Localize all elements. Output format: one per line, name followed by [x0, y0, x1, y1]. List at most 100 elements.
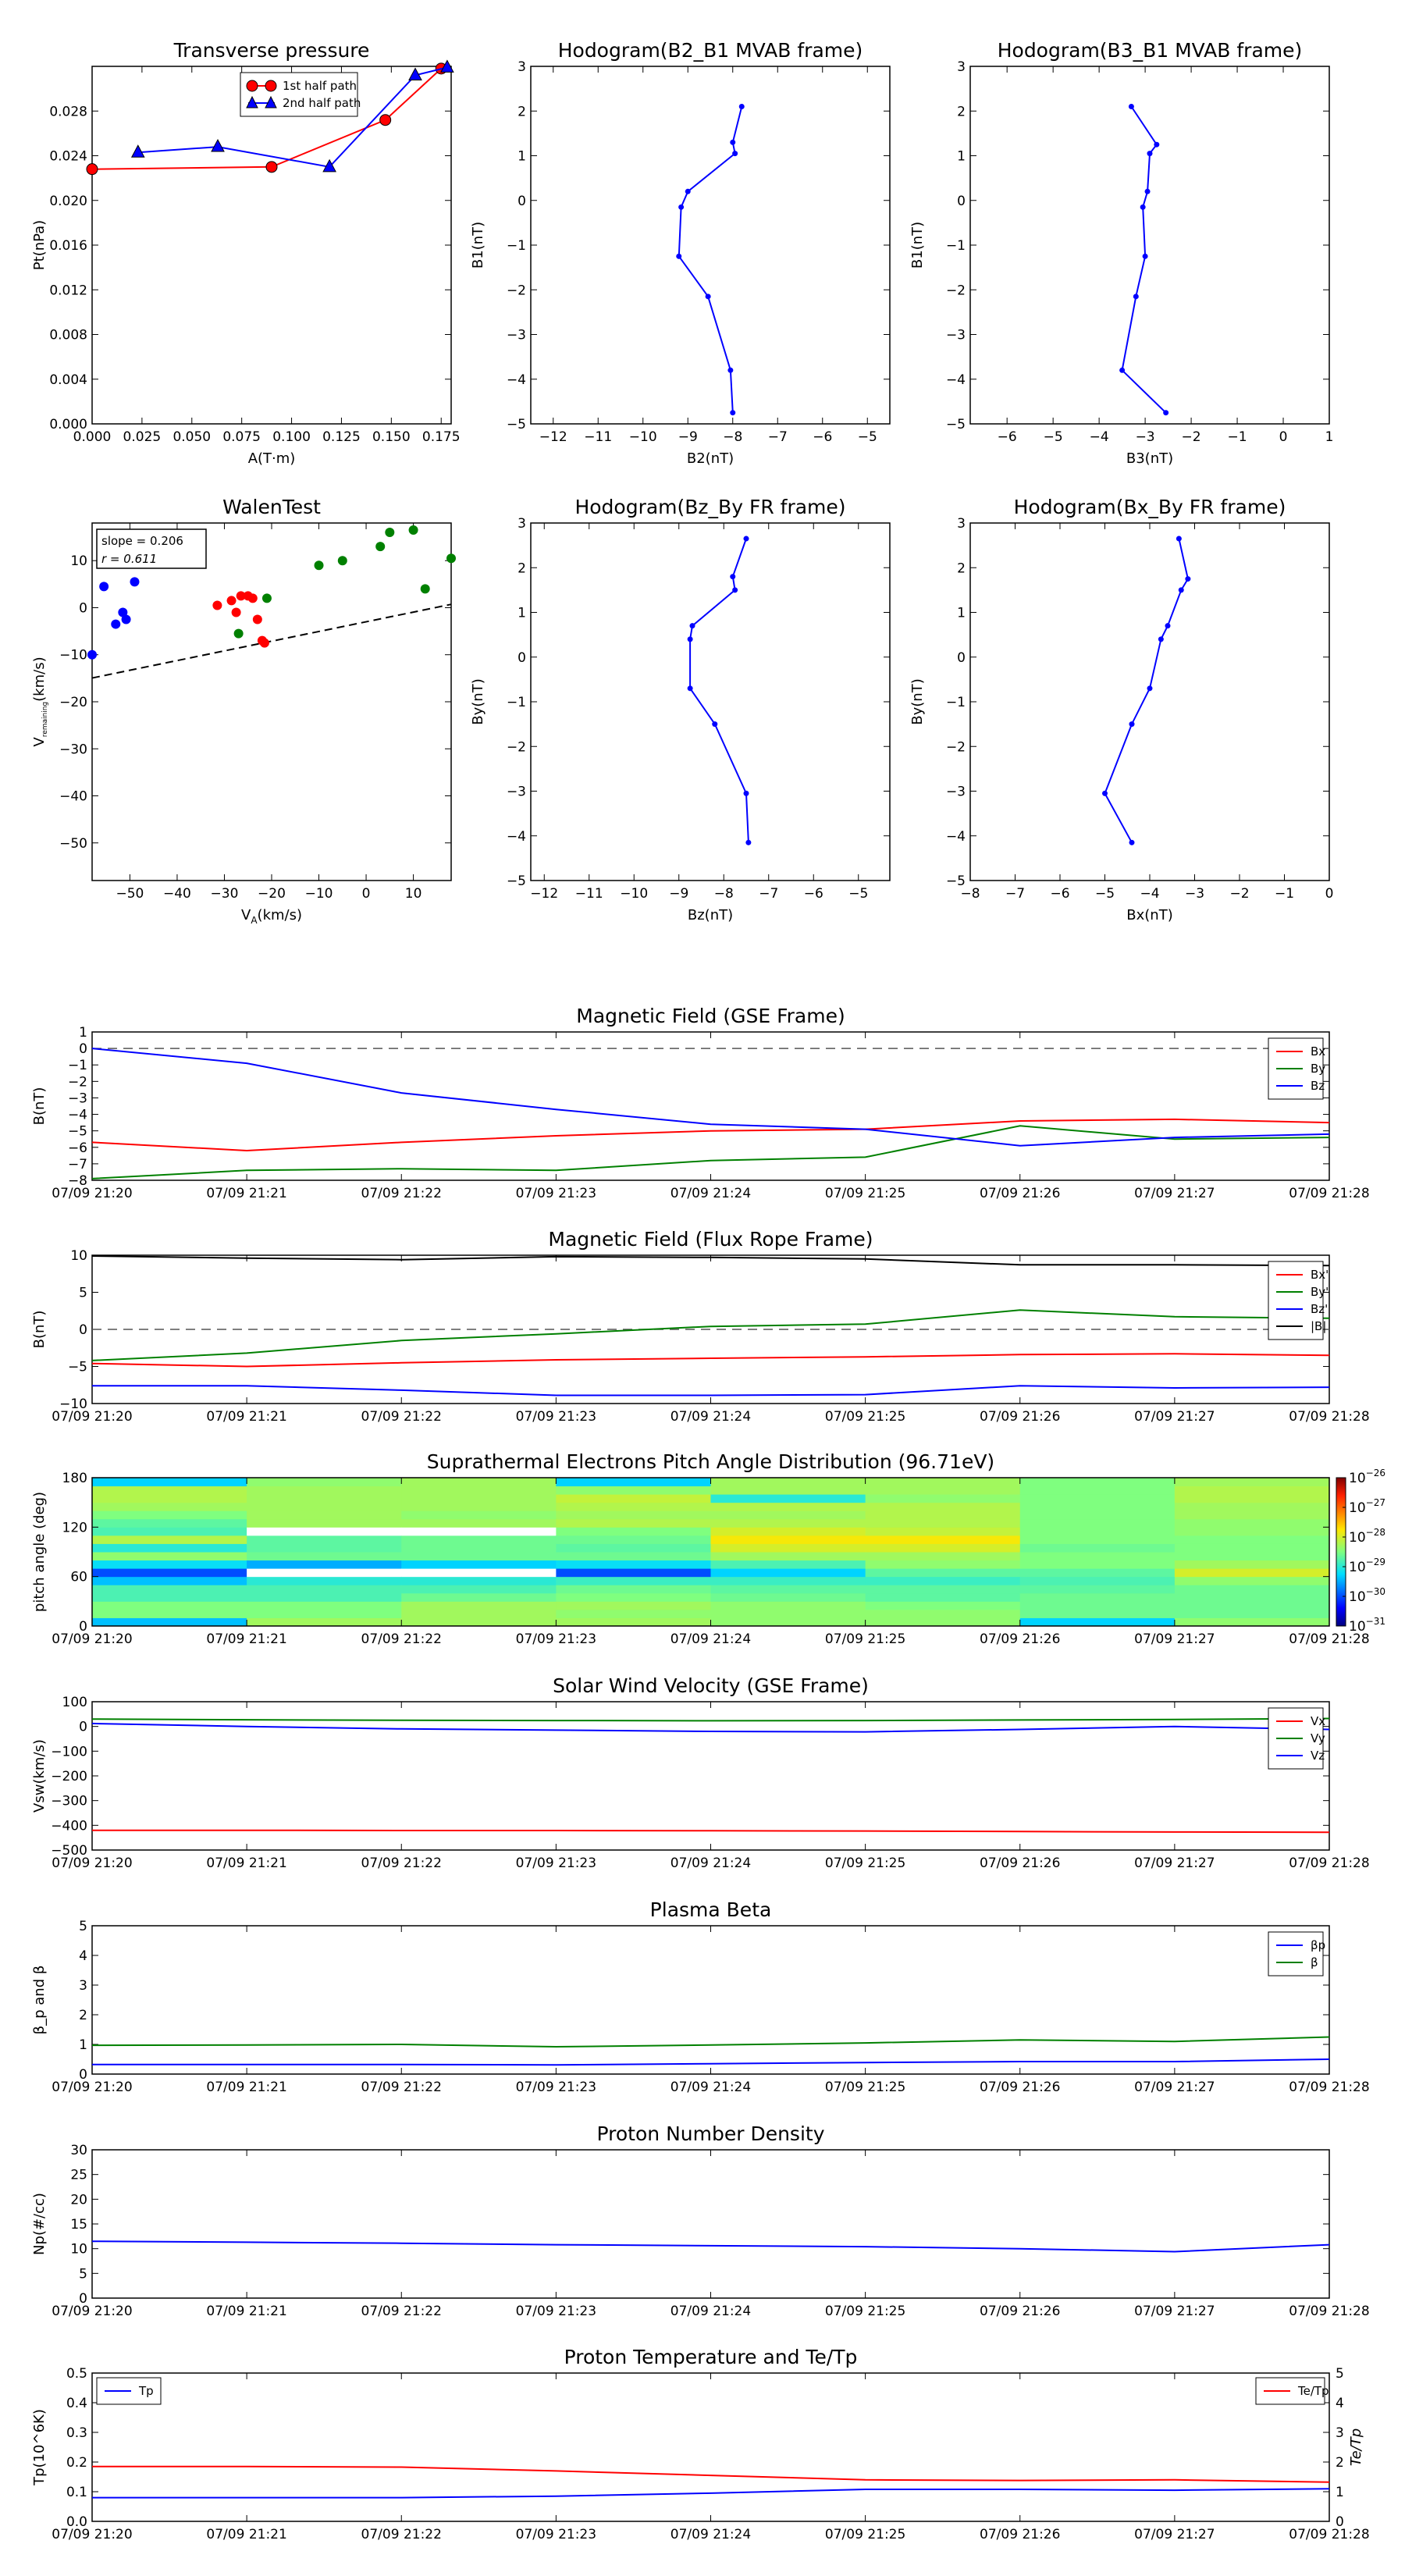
heat-cell — [1174, 1485, 1330, 1495]
x-axis-label: Bz(nT) — [688, 907, 733, 923]
plot-frame — [969, 522, 1330, 881]
plot-frame — [91, 2149, 1330, 2299]
heat-cell — [1019, 1518, 1176, 1528]
data-point — [121, 614, 131, 624]
heat-cell — [1019, 1601, 1176, 1610]
y-tick-label: 1 — [79, 1025, 87, 1041]
heat-cell — [92, 1478, 247, 1487]
heat-cell — [865, 1543, 1021, 1553]
heat-cell — [1174, 1552, 1330, 1561]
heat-cell — [1174, 1601, 1330, 1610]
chart-title: Transverse pressure — [173, 39, 370, 62]
heat-cell — [556, 1560, 711, 1569]
y2-tick-label: 5 — [1336, 2366, 1344, 2382]
heat-cell — [401, 1592, 557, 1602]
data-point — [111, 619, 121, 629]
x-tick-label: 07/09 21:21 — [206, 1856, 286, 1871]
y-tick-label: 60 — [70, 1570, 87, 1585]
y-tick-label: 0 — [79, 1041, 87, 1057]
heat-cell — [710, 1502, 866, 1511]
y-tick-label: −400 — [51, 1818, 87, 1834]
x-tick-label: −11 — [575, 886, 603, 902]
y-tick-label: 0.1 — [66, 2485, 87, 2500]
y-tick-label: −5 — [946, 417, 966, 432]
x-tick-label: 07/09 21:25 — [825, 1856, 905, 1871]
series-line — [92, 1829, 1330, 1834]
x-axis-label: B3(nT) — [1126, 450, 1173, 467]
y-tick-label: −4 — [507, 372, 526, 388]
heat-cell — [556, 1543, 711, 1553]
y-axis-label: Pt(nPa) — [31, 220, 48, 270]
y-tick-label: 20 — [70, 2192, 87, 2208]
y-tick-label: −500 — [51, 1843, 87, 1859]
chart-title: Magnetic Field (GSE Frame) — [576, 1005, 845, 1027]
x-tick-label: −7 — [1005, 886, 1025, 902]
heat-cell — [865, 1494, 1021, 1503]
heat-cell — [556, 1535, 711, 1544]
heat-cell — [710, 1527, 866, 1536]
x-tick-label: 0.050 — [173, 429, 211, 445]
y-tick-label: −3 — [946, 785, 966, 800]
colorbar-label: 10−30 — [1349, 1586, 1385, 1605]
heat-cell — [1019, 1494, 1176, 1503]
data-point — [732, 151, 738, 157]
colorbar-label: 10−26 — [1349, 1468, 1385, 1486]
x-tick-label: 07/09 21:21 — [206, 2527, 286, 2542]
x-tick-label: 07/09 21:24 — [670, 1631, 751, 1647]
x-tick-label: 07/09 21:25 — [825, 2080, 905, 2095]
heat-cell — [247, 1576, 402, 1585]
x-tick-label: −8 — [960, 886, 980, 902]
heat-cell — [556, 1609, 711, 1618]
heat-cell — [247, 1560, 402, 1569]
x-tick-label: 07/09 21:25 — [825, 1186, 905, 1201]
series-line — [91, 2240, 1330, 2253]
data-point — [730, 139, 736, 145]
y-tick-label: 10 — [70, 553, 87, 569]
x-axis-label: Bx(nT) — [1126, 907, 1172, 923]
x-tick-label: 07/09 21:20 — [52, 1631, 132, 1647]
heat-cell — [1019, 1609, 1176, 1618]
y-tick-label: 0 — [957, 194, 966, 209]
y-tick-label: 0 — [79, 2067, 87, 2083]
heat-cell — [92, 1617, 247, 1627]
data-point — [259, 638, 269, 648]
y-tick-label: 1 — [79, 2037, 87, 2053]
heat-cell — [1174, 1576, 1330, 1585]
heat-cell — [1019, 1485, 1176, 1495]
x-tick-label: 07/09 21:24 — [670, 2527, 751, 2542]
heat-cell — [247, 1527, 402, 1536]
data-point — [385, 528, 395, 538]
legend-label: Bx' — [1311, 1268, 1329, 1282]
x-tick-label: −1 — [1228, 429, 1247, 445]
y-tick-label: −5 — [507, 417, 526, 432]
heat-cell — [556, 1510, 711, 1520]
x-axis-label-sub: A — [251, 915, 258, 926]
heat-cell — [556, 1617, 711, 1627]
legend-label: |B| — [1311, 1319, 1326, 1333]
heat-cell — [92, 1609, 247, 1618]
plot-frame — [969, 66, 1330, 425]
x-tick-label: 07/09 21:27 — [1134, 2527, 1215, 2542]
data-point — [231, 607, 241, 617]
x-tick-label: 07/09 21:27 — [1134, 1631, 1215, 1647]
x-tick-label: −5 — [1095, 886, 1115, 902]
data-point — [337, 556, 347, 566]
heat-cell — [247, 1601, 402, 1610]
data-point — [261, 593, 272, 603]
fit-line — [91, 603, 452, 679]
x-tick-label: 07/09 21:20 — [52, 1186, 132, 1201]
heat-cell — [710, 1485, 866, 1495]
data-point — [712, 721, 718, 728]
x-tick-label: 07/09 21:27 — [1134, 1409, 1215, 1425]
x-tick-label: −3 — [1136, 429, 1155, 445]
x-tick-label: 07/09 21:22 — [361, 2080, 442, 2095]
data-point — [247, 593, 258, 603]
heat-cell — [92, 1576, 247, 1585]
heat-cell — [1174, 1502, 1330, 1511]
y-tick-label: 0 — [79, 2291, 87, 2307]
x-tick-label: 07/09 21:20 — [52, 2304, 132, 2319]
x-tick-label: 07/09 21:26 — [980, 1631, 1060, 1647]
chart-title: WalenTest — [222, 496, 321, 518]
y-tick-label: 10 — [70, 1248, 87, 1264]
chart-title: Plasma Beta — [650, 1898, 772, 1921]
